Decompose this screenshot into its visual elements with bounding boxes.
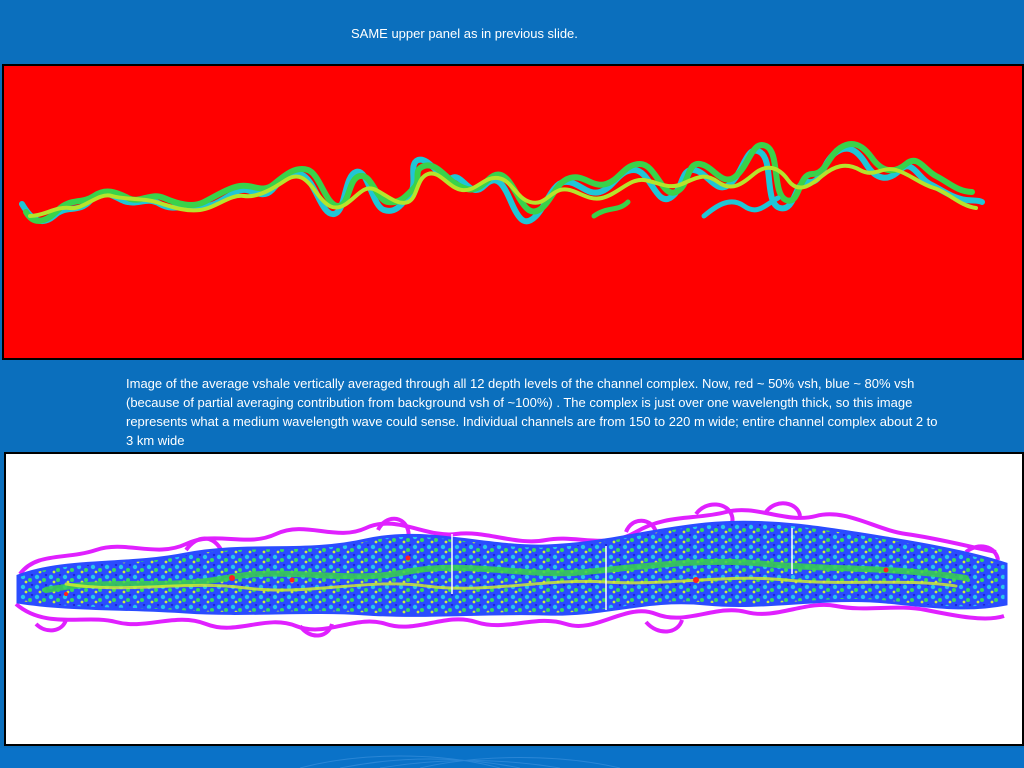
- lower-panel-image: [4, 452, 1024, 746]
- footer-decoration: [0, 748, 1024, 768]
- header-caption: SAME upper panel as in previous slide.: [351, 26, 578, 41]
- body-caption: Image of the average vshale vertically a…: [126, 376, 938, 448]
- footer-wave-pattern: [299, 755, 621, 768]
- upper-panel-image: [2, 64, 1024, 360]
- upper-panel-vshale-map: [4, 66, 1022, 358]
- lower-panel-average-vshale-map: [6, 454, 1022, 744]
